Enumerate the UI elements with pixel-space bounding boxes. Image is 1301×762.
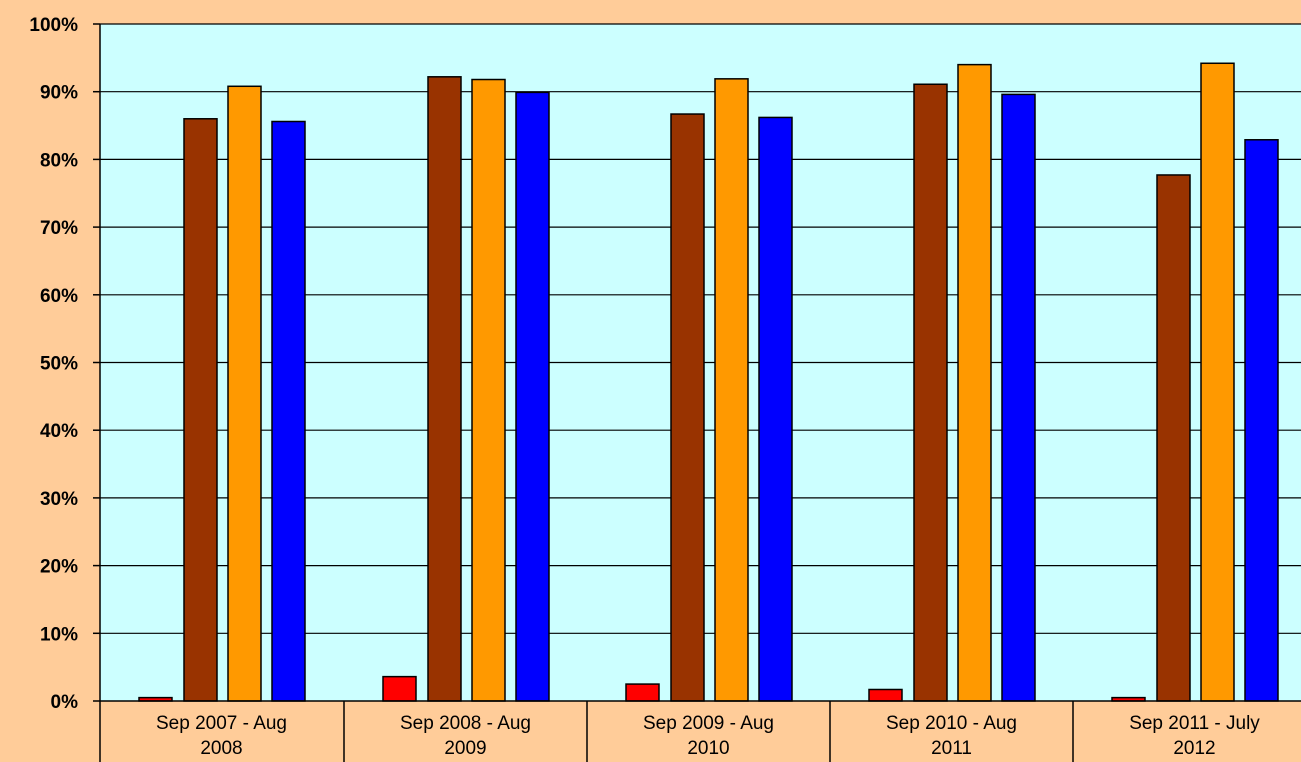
bar xyxy=(1002,94,1035,701)
x-tick-label-line: Sep 2008 - Aug xyxy=(400,713,531,734)
bar xyxy=(516,92,549,701)
x-tick-label: Sep 2010 - Aug 2011 xyxy=(886,713,1017,759)
y-tick-label: 10% xyxy=(40,624,78,645)
x-tick-label-line: 2012 xyxy=(1173,738,1215,759)
bar xyxy=(228,86,261,701)
bar xyxy=(759,117,792,701)
bar xyxy=(1157,175,1190,701)
bar xyxy=(383,677,416,701)
y-tick-label: 20% xyxy=(40,557,78,578)
bar xyxy=(914,84,947,701)
y-tick-label: 30% xyxy=(40,489,78,510)
bar xyxy=(671,114,704,701)
x-tick-label-line: Sep 2009 - Aug xyxy=(643,713,774,734)
x-tick-label: Sep 2011 - July 2012 xyxy=(1129,713,1260,759)
x-tick-label: Sep 2008 - Aug 2009 xyxy=(400,713,531,759)
y-tick-labels: 0% 10% 20% 30% 40% 50% 60% 70% 80% 90% 100% xyxy=(29,15,100,713)
y-tick-label: 90% xyxy=(40,83,78,104)
bar xyxy=(626,684,659,701)
bar xyxy=(428,77,461,701)
bar xyxy=(272,121,305,701)
bar xyxy=(184,119,217,701)
x-tick-label-line: Sep 2007 - Aug xyxy=(156,713,287,734)
bar xyxy=(958,65,991,701)
x-tick-label-line: 2011 xyxy=(931,738,972,759)
y-tick-label: 80% xyxy=(40,150,78,171)
bar xyxy=(869,689,902,701)
x-tick-label-line: 2010 xyxy=(687,738,729,759)
bar xyxy=(715,79,748,701)
y-tick-label: 40% xyxy=(40,421,78,442)
bar xyxy=(1245,140,1278,701)
y-tick-label: 70% xyxy=(40,218,78,239)
x-tick-label-line: Sep 2011 - July xyxy=(1129,713,1260,734)
x-tick-label-line: 2009 xyxy=(444,738,486,759)
x-tick-label: Sep 2007 - Aug 2008 xyxy=(156,713,287,759)
bar xyxy=(472,80,505,701)
x-tick-label: Sep 2009 - Aug 2010 xyxy=(643,713,774,759)
y-tick-label: 60% xyxy=(40,286,78,307)
y-tick-label: 0% xyxy=(51,692,79,713)
x-tick-label-line: Sep 2010 - Aug xyxy=(886,713,1017,734)
y-tick-label: 50% xyxy=(40,354,78,375)
y-tick-label: 100% xyxy=(29,15,78,36)
bar xyxy=(1201,63,1234,701)
x-tick-label-line: 2008 xyxy=(200,738,242,759)
